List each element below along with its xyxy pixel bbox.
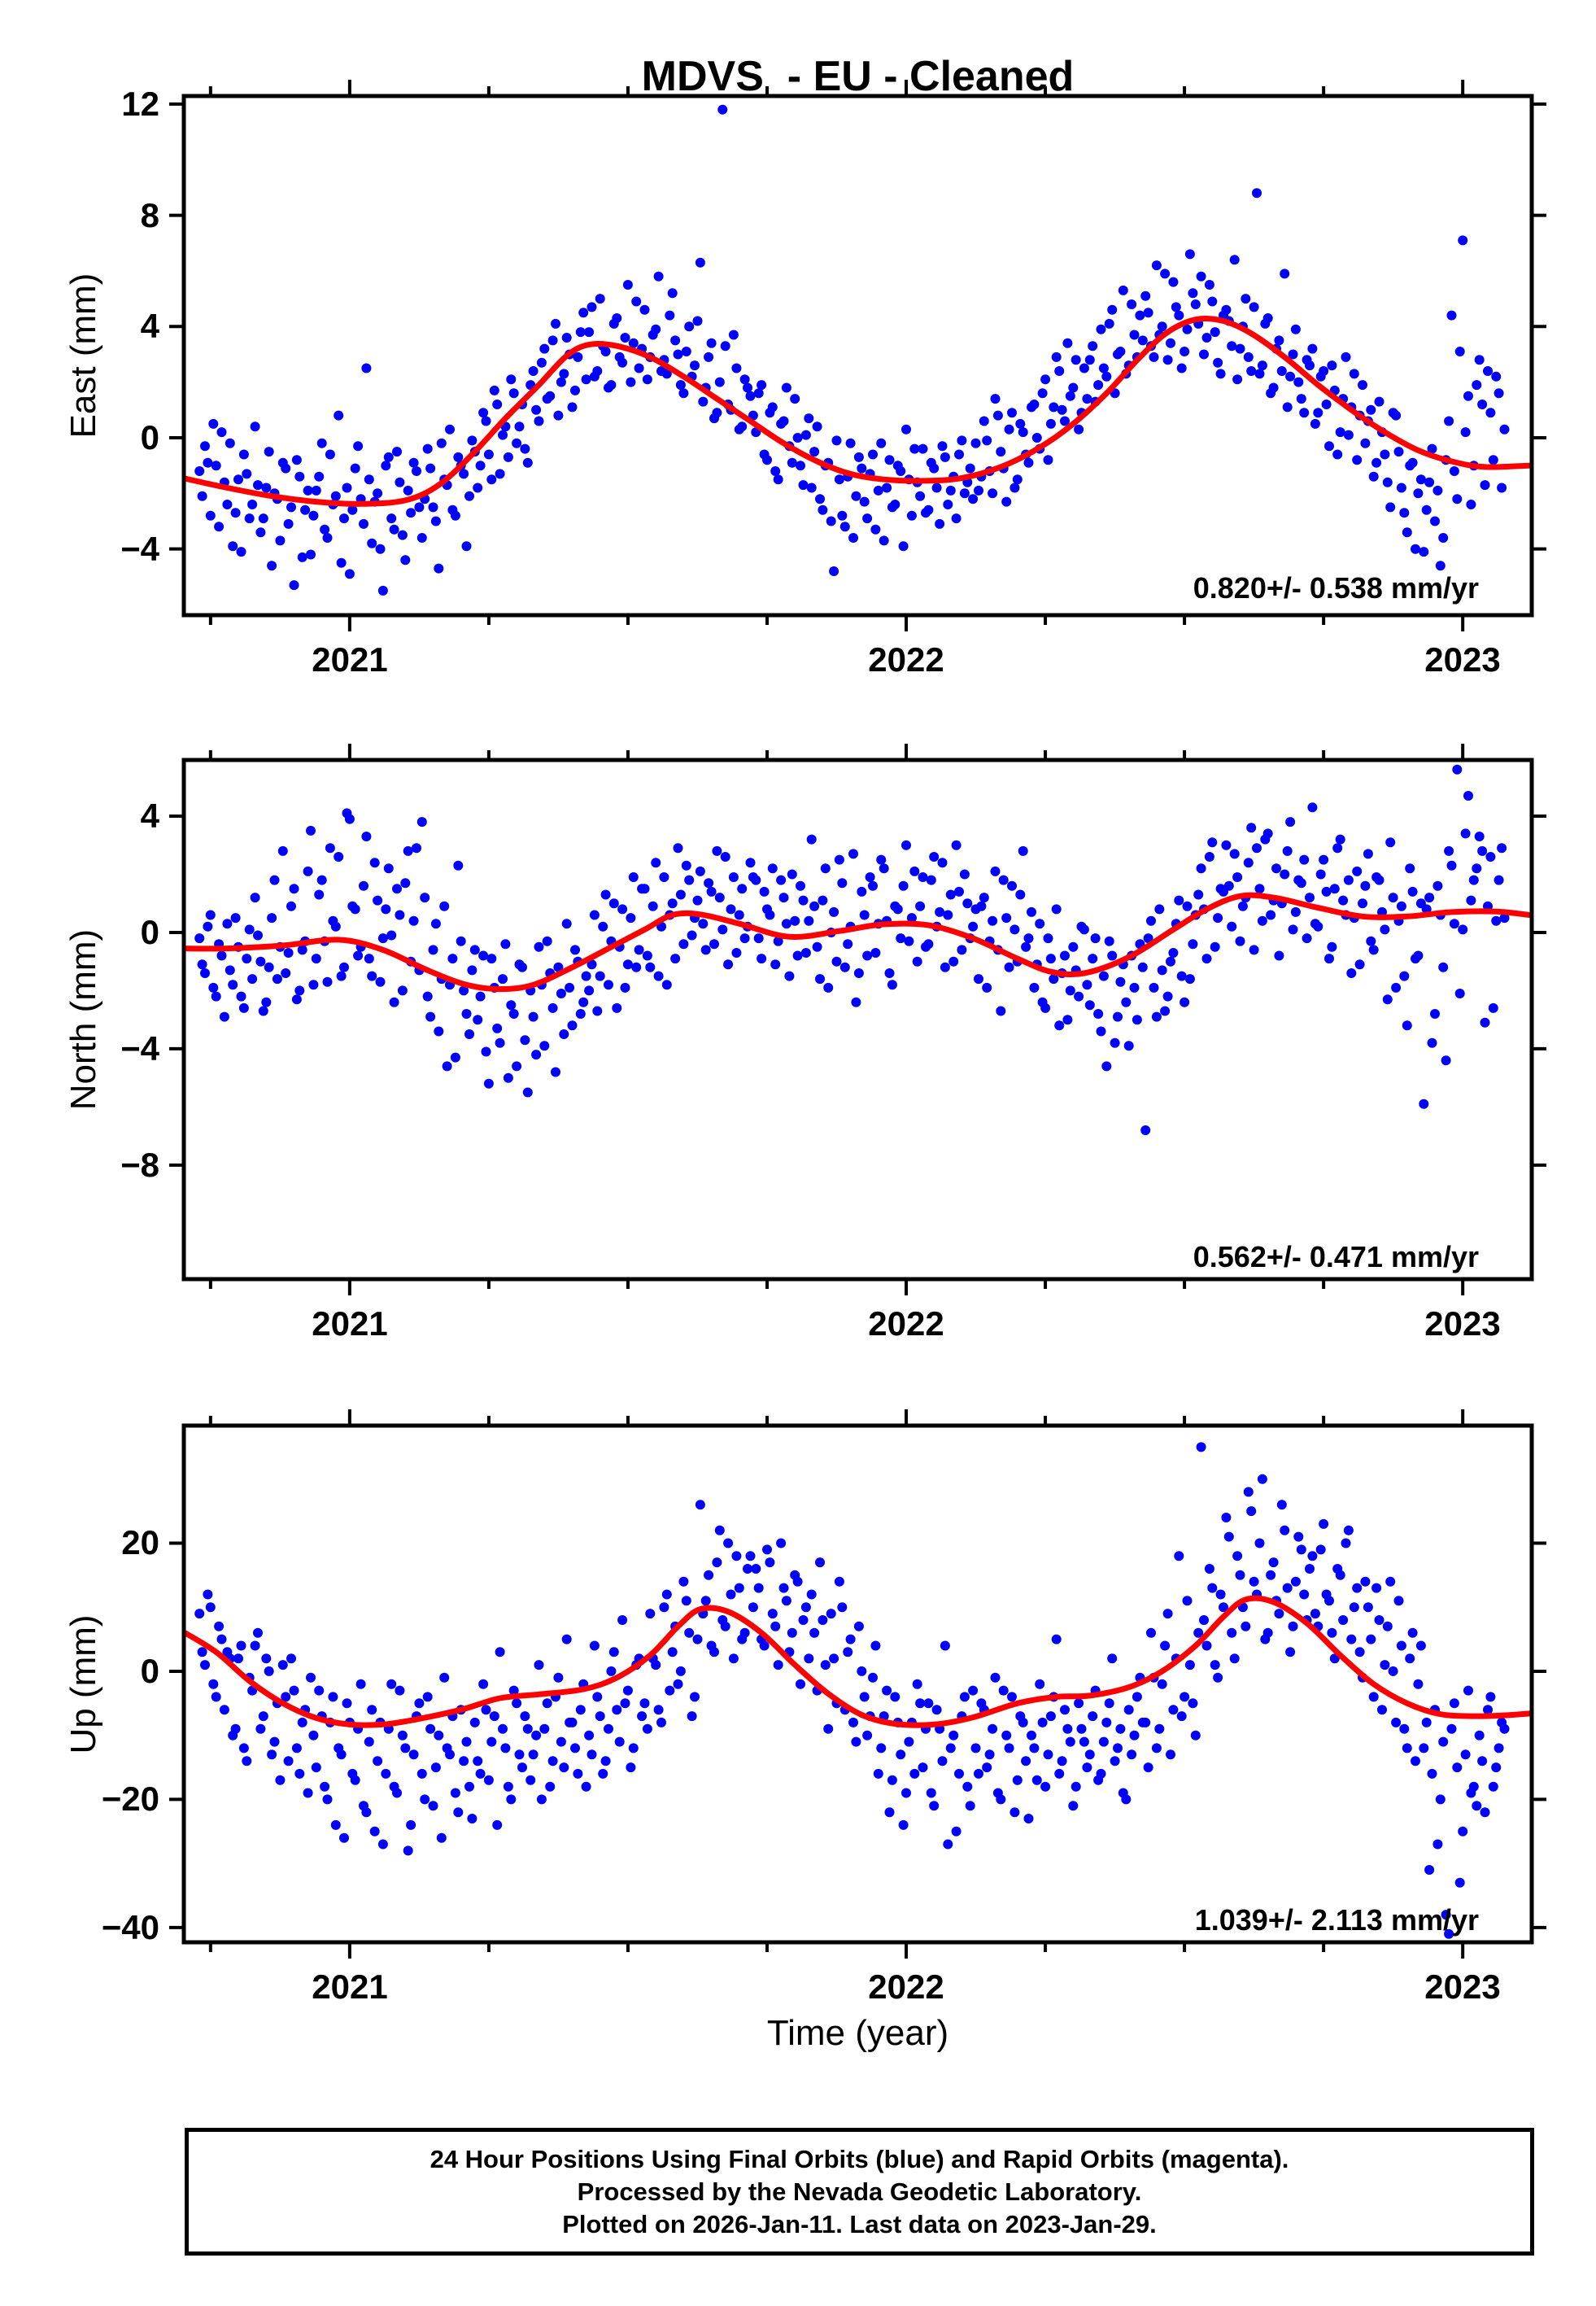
- north-data-points: [184, 764, 1532, 1135]
- y-tick-label: −40: [101, 1908, 159, 1946]
- y-tick-label: 0: [140, 1652, 159, 1690]
- east-rate-label: 0.820+/- 0.538 mm/yr: [1193, 571, 1479, 605]
- year-tick-label: 2023: [1424, 1968, 1501, 2006]
- footer-box: 24 Hour Positions Using Final Orbits (bl…: [185, 2128, 1534, 2256]
- footer-line-plotted: Plotted on 2026-Jan-11. Last data on 202…: [562, 2209, 1157, 2238]
- y-tick-label: −4: [120, 530, 159, 568]
- y-tick-label: 0: [140, 418, 159, 456]
- year-tick-label: 2021: [312, 1968, 388, 2006]
- north-frame: [169, 744, 1546, 1295]
- up-rate-label: 1.039+/- 2.113 mm/yr: [1194, 1903, 1479, 1937]
- y-tick-label: −4: [120, 1029, 159, 1068]
- y-tick-label: 4: [140, 307, 159, 345]
- east-data-points: [184, 104, 1532, 596]
- y-tick-label: −20: [101, 1780, 159, 1818]
- north-axis-label: North (mm): [63, 928, 103, 1111]
- year-tick-label: 2022: [868, 640, 944, 679]
- footer-line-orbits: 24 Hour Positions Using Final Orbits (bl…: [430, 2144, 1289, 2173]
- year-tick-label: 2023: [1424, 640, 1501, 679]
- time-axis-label: Time (year): [766, 2013, 949, 2053]
- footer-line-processed: Processed by the Nevada Geodetic Laborat…: [577, 2177, 1142, 2206]
- north-trend-curve: [184, 892, 1532, 993]
- y-tick-label: 4: [140, 797, 159, 835]
- y-tick-label: 12: [121, 85, 159, 123]
- up-data-points: [184, 1442, 1532, 1939]
- up-frame: [169, 1409, 1546, 1959]
- east-frame: [169, 80, 1546, 631]
- y-tick-label: 0: [140, 913, 159, 951]
- north-rate-label: 0.562+/- 0.471 mm/yr: [1193, 1240, 1479, 1273]
- year-tick-label: 2022: [868, 1304, 944, 1343]
- y-tick-label: −8: [120, 1146, 159, 1184]
- year-tick-label: 2023: [1424, 1304, 1501, 1343]
- year-tick-label: 2022: [868, 1968, 944, 2006]
- year-tick-label: 2021: [312, 1304, 388, 1343]
- y-tick-label: 20: [121, 1523, 159, 1561]
- up-trend-curve: [184, 1595, 1532, 1728]
- east-axis-label: East (mm): [63, 273, 103, 439]
- east-trend-curve: [184, 316, 1532, 507]
- year-tick-label: 2021: [312, 640, 388, 679]
- y-tick-label: 8: [140, 196, 159, 234]
